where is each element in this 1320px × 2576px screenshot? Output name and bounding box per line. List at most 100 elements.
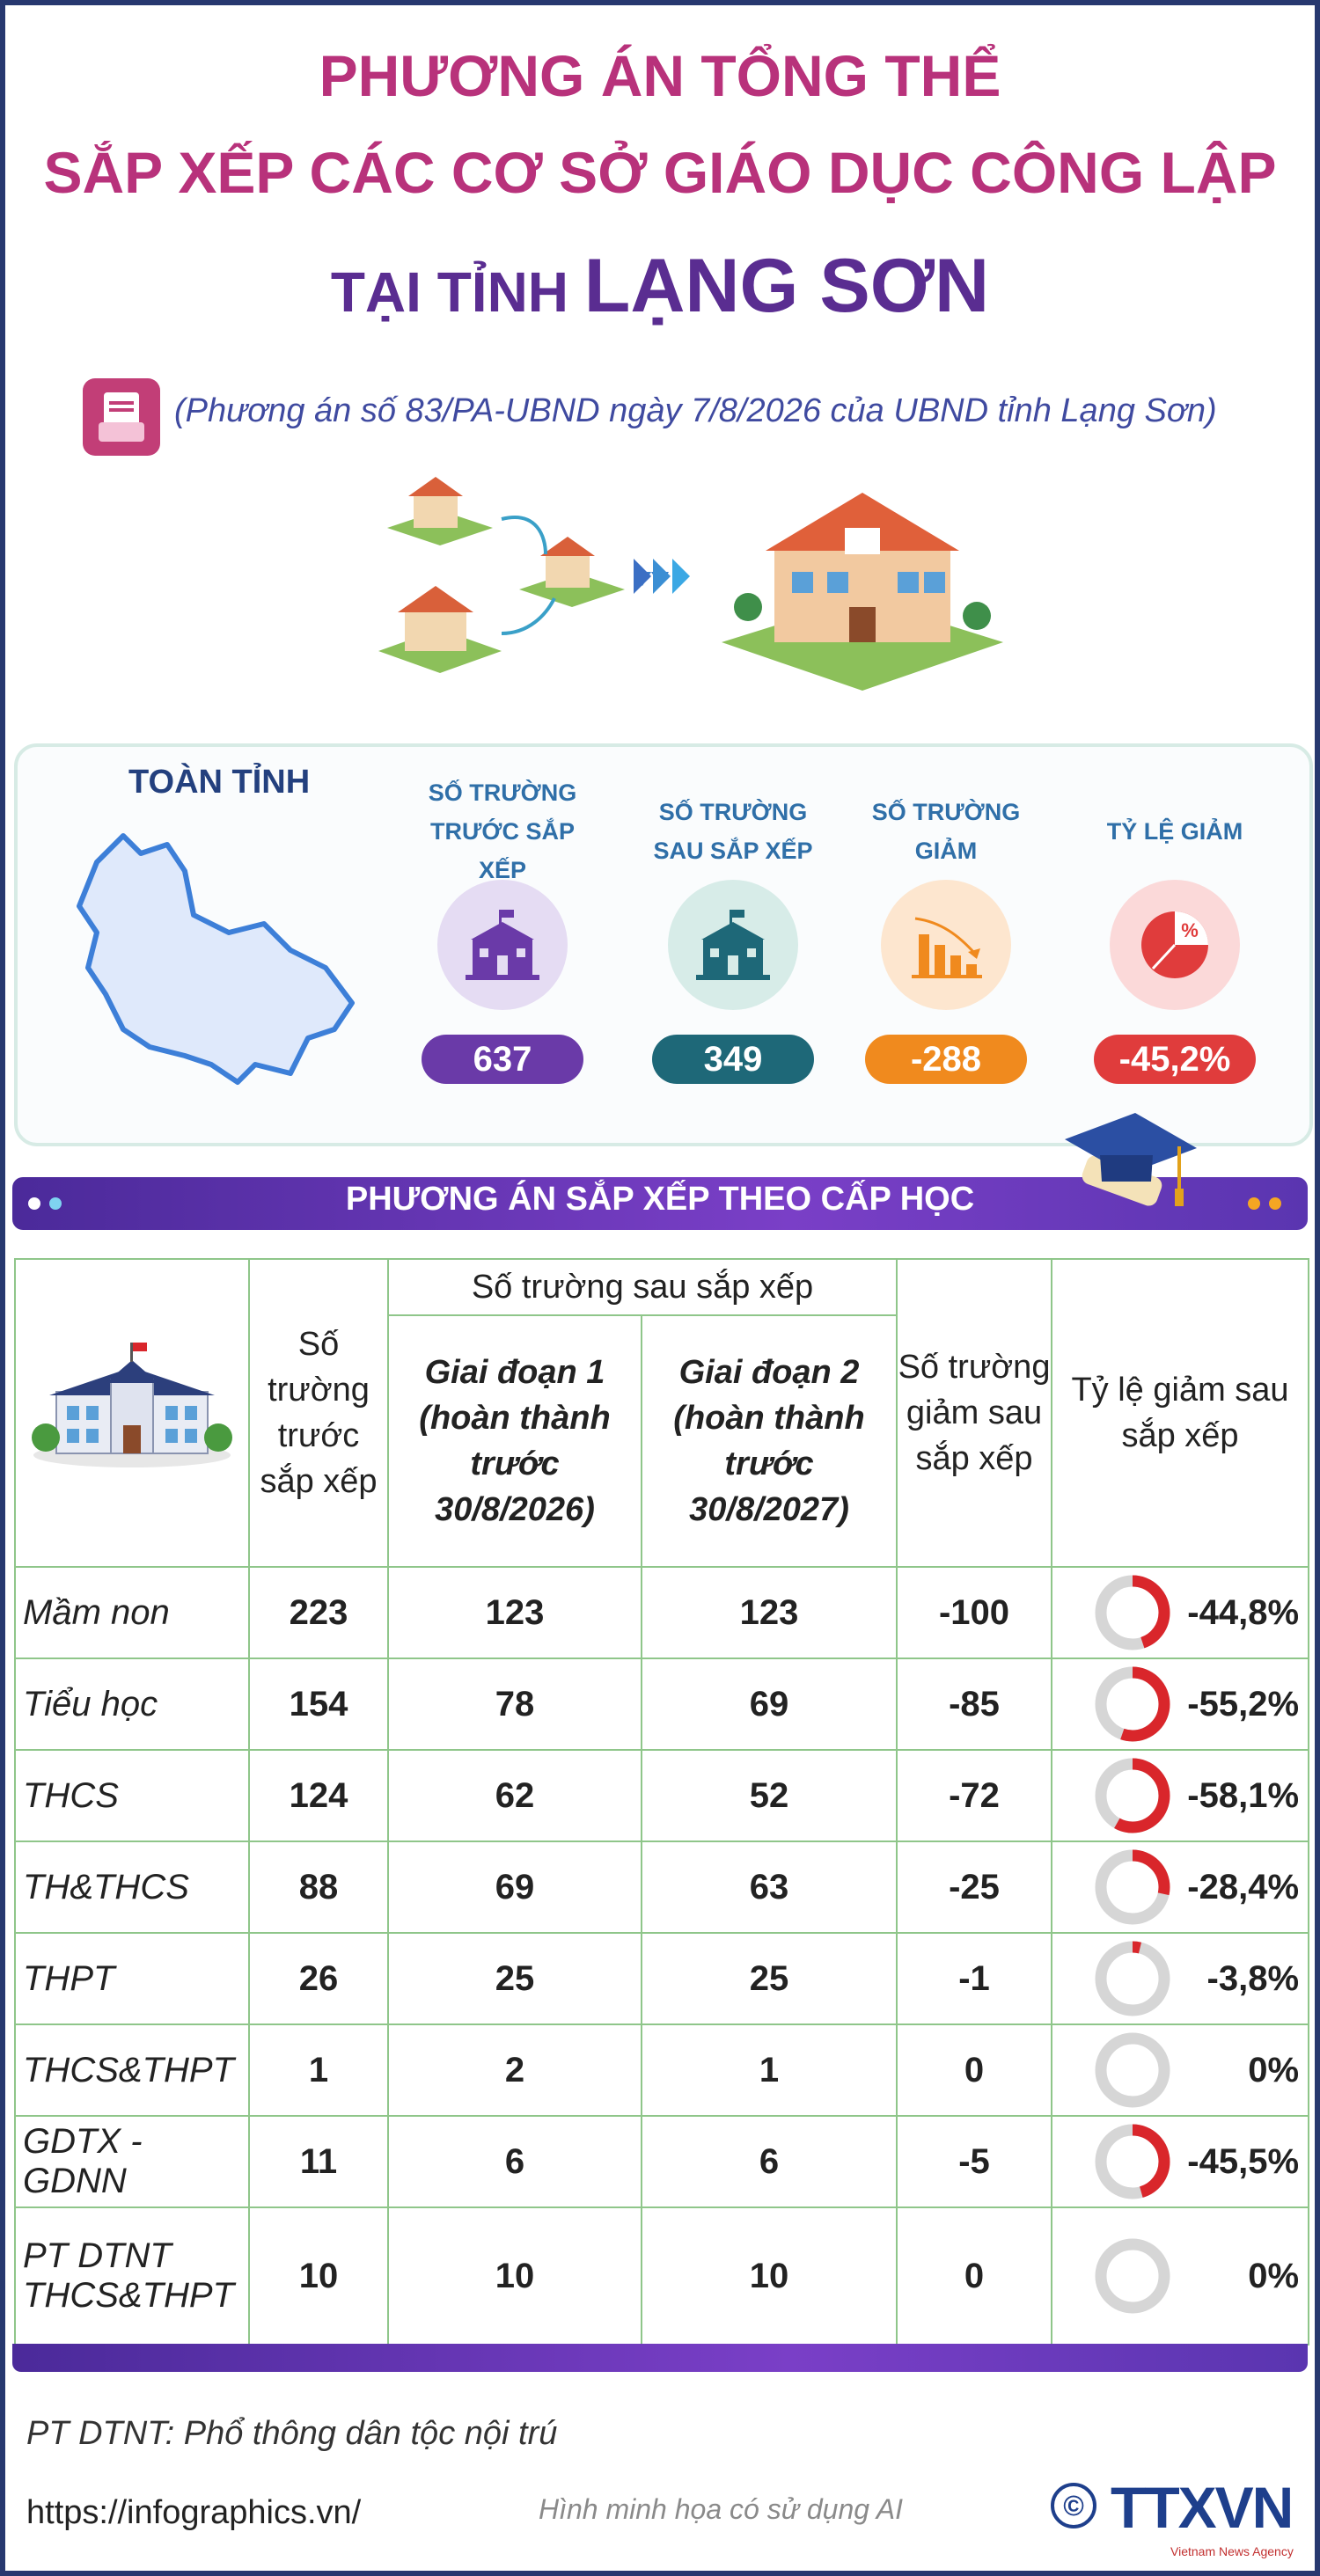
frame-left (0, 0, 5, 2576)
before-cell: 26 (248, 1932, 389, 2025)
rate-wrapper: -55,2% (1052, 1666, 1308, 1742)
level-cell: THCS&THPT (14, 2023, 250, 2117)
province-map-icon (77, 833, 355, 1085)
title-line-3: TẠI TỈNH LẠNG SƠN (0, 243, 1320, 330)
reduced-cell: -85 (896, 1658, 1053, 1751)
donut-track (1095, 2238, 1170, 2314)
donut-arc (1095, 1666, 1170, 1742)
rate-wrapper: -58,1% (1052, 1758, 1308, 1833)
rate-cell: 0% (1051, 2206, 1310, 2345)
phase1-cell: 69 (387, 1841, 642, 1934)
rate-value: -55,2% (1187, 1684, 1300, 1723)
stat-after-value: 349 (652, 1035, 814, 1084)
rate-cell: -3,8% (1051, 1932, 1310, 2025)
table-row: GDTX - GDNN 11 6 6 -5 -45,5% (14, 2115, 1310, 2208)
stat-reduced: SỐ TRƯỜNG GIẢM -288 (854, 792, 1038, 1084)
phase1-cell: 10 (387, 2206, 642, 2345)
rate-cell: -58,1% (1051, 1749, 1310, 1842)
table-body: Mầm non 223 123 123 -100 -44,8% Tiểu học 154 78 6… (14, 1566, 1310, 2345)
reduced-cell: -25 (896, 1841, 1053, 1934)
before-cell: 1 (248, 2023, 389, 2117)
rate-value: -58,1% (1187, 1775, 1300, 1815)
reduced-cell: -72 (896, 1749, 1053, 1842)
small-house-icon (387, 477, 493, 545)
before-cell: 88 (248, 1841, 389, 1934)
donut-chart-icon (1095, 1575, 1170, 1650)
rate-value: -45,5% (1187, 2141, 1300, 2181)
title-line-1: PHƯƠNG ÁN TỔNG THỂ (319, 43, 1001, 108)
donut-track (1095, 1941, 1170, 2016)
small-house-icon (519, 537, 625, 607)
rate-wrapper: 0% (1052, 2032, 1308, 2108)
rate-wrapper: 0% (1052, 2238, 1308, 2314)
ttxvn-logo: TTXVN (1111, 2475, 1294, 2540)
donut-chart-icon (1095, 2032, 1170, 2108)
ai-note: Hình minh họa có sử dụng AI (539, 2493, 903, 2525)
stat-reduced-label: SỐ TRƯỜNG GIẢM (871, 799, 1021, 864)
table-row: THCS 124 62 52 -72 -58,1% (14, 1749, 1310, 1842)
rate-value: 0% (1248, 2050, 1300, 2089)
decor-dot (1269, 1197, 1281, 1210)
rate-cell: -45,5% (1051, 2115, 1310, 2208)
before-cell: 223 (248, 1566, 389, 1659)
footnote: PT DTNT: Phổ thông dân tộc nội trú (26, 2415, 558, 2452)
reduced-cell: -1 (896, 1932, 1053, 2025)
phase1-cell: 78 (387, 1658, 642, 1751)
donut-arc (1095, 2124, 1170, 2199)
before-cell: 11 (248, 2115, 389, 2208)
source-note: (Phương án số 83/PA-UBND ngày 7/8/2026 c… (174, 392, 1217, 429)
donut-chart-icon (1095, 1849, 1170, 1925)
phase1-cell: 2 (387, 2023, 642, 2117)
donut-arc (1095, 1849, 1170, 1925)
document-icon (83, 378, 160, 456)
ttxvn-logo-subtitle: Vietnam News Agency (1170, 2544, 1294, 2558)
stat-reduced-value: -288 (865, 1035, 1027, 1084)
graduation-cap-icon (1065, 1113, 1197, 1206)
donut-arc (1095, 1575, 1170, 1650)
donut-chart-icon (1095, 2124, 1170, 2199)
level-cell: PT DTNT THCS&THPT (14, 2206, 250, 2345)
section-title: PHƯƠNG ÁN SẮP XẾP THEO CẤP HỌC (345, 1181, 975, 1218)
phase1-cell: 6 (387, 2115, 642, 2208)
small-house-icon (378, 586, 502, 673)
website-url[interactable]: https://infographics.vn/ (26, 2494, 362, 2531)
reduced-cell: -100 (896, 1566, 1053, 1659)
header-phase-1: Giai đoạn 1 (hoàn thành trước 30/8/2026) (387, 1314, 642, 1568)
rate-wrapper: -45,5% (1052, 2124, 1308, 2199)
decor-dot (1248, 1197, 1260, 1210)
level-cell: TH&THCS (14, 1841, 250, 1934)
phase1-cell: 62 (387, 1749, 642, 1842)
level-cell: Mầm non (14, 1566, 250, 1659)
before-cell: 124 (248, 1749, 389, 1842)
donut-arc (1095, 1941, 1170, 2016)
level-cell: THCS (14, 1749, 250, 1842)
table-row: Mầm non 223 123 123 -100 -44,8% (14, 1566, 1310, 1659)
header-illustration-cell (14, 1258, 250, 1568)
decreasing-bar-chart-icon (881, 880, 1011, 1010)
large-school-icon (722, 493, 1003, 691)
rate-value: -28,4% (1187, 1867, 1300, 1906)
before-cell: 154 (248, 1658, 389, 1751)
phase2-cell: 10 (640, 2206, 898, 2345)
level-cell: GDTX - GDNN (14, 2115, 250, 2208)
stat-rate-label: TỶ LỆ GIẢM (1106, 818, 1243, 845)
phase2-cell: 25 (640, 1932, 898, 2025)
frame-top (0, 0, 1320, 5)
rate-cell: -55,2% (1051, 1658, 1310, 1751)
phase2-cell: 123 (640, 1566, 898, 1659)
school-icon (668, 880, 798, 1010)
table-row: Tiểu học 154 78 69 -85 -55,2% (14, 1658, 1310, 1751)
stat-rate: TỶ LỆ GIẢM % -45,2% (1082, 792, 1267, 1084)
table-row: THPT 26 25 25 -1 -3,8% (14, 1932, 1310, 2025)
footer-bar (12, 2344, 1308, 2372)
header-rate: Tỷ lệ giảm sau sắp xếp (1051, 1258, 1310, 1568)
data-table: Số trường trước sắp xếp Số trường sau sắ… (14, 1258, 1310, 2345)
reduced-cell: -5 (896, 2115, 1053, 2208)
phase2-cell: 63 (640, 1841, 898, 1934)
rate-cell: -28,4% (1051, 1841, 1310, 1934)
phase2-cell: 52 (640, 1749, 898, 1842)
header-after-group: Số trường sau sắp xếp (386, 1258, 898, 1316)
phase2-cell: 1 (640, 2023, 898, 2117)
stat-after: SỐ TRƯỜNG SAU SẮP XẾP 349 (641, 792, 825, 1084)
